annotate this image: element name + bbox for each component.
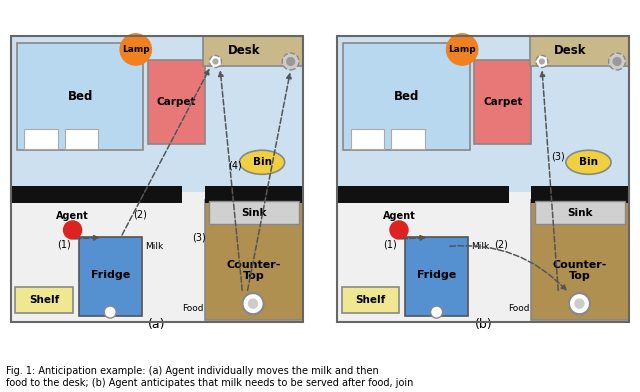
Text: Agent: Agent [383,211,415,221]
Text: (4): (4) [228,160,242,170]
Text: Lamp: Lamp [122,45,150,54]
Circle shape [536,56,548,67]
Text: (b): (b) [474,318,492,331]
Ellipse shape [239,150,285,174]
Text: Counter-
Top: Counter- Top [553,260,607,281]
Text: Counter-
Top: Counter- Top [227,260,281,281]
Bar [337,186,509,203]
Circle shape [390,221,408,239]
Circle shape [287,58,294,65]
Circle shape [120,34,152,65]
Text: Milk: Milk [145,242,163,251]
Circle shape [243,293,264,314]
Bar [209,201,299,224]
Circle shape [540,59,544,64]
Bar [531,200,629,320]
Circle shape [104,306,116,318]
Text: Agent: Agent [56,211,89,221]
Bar [148,60,205,144]
Bar [343,44,470,150]
Bar [405,238,468,316]
Bar [351,129,384,149]
Bar [11,36,303,192]
Bar [15,287,72,313]
Text: (2): (2) [494,240,508,250]
FancyArrowPatch shape [540,72,558,290]
Text: Fridge: Fridge [417,270,456,280]
Text: Desk: Desk [228,44,260,58]
Text: (a): (a) [148,318,166,331]
Text: Bed: Bed [67,90,93,103]
Text: Desk: Desk [554,44,587,58]
Text: Bin: Bin [253,157,271,167]
FancyArrowPatch shape [248,74,291,290]
Text: Food: Food [508,304,530,313]
Text: Carpet: Carpet [157,97,196,107]
Text: (3): (3) [552,151,565,161]
Circle shape [575,299,584,308]
Text: Food: Food [182,304,204,313]
Bar [65,129,98,149]
Bar [535,201,625,224]
FancyArrowPatch shape [402,236,424,240]
Text: Bin: Bin [579,157,598,167]
Bar [11,192,303,322]
Bar [205,186,303,203]
Bar [342,287,399,313]
Bar [337,192,629,322]
Text: Lamp: Lamp [449,45,476,54]
Bar [24,129,58,149]
Text: (1): (1) [57,240,70,250]
Bar [337,36,629,192]
FancyArrowPatch shape [76,236,98,240]
FancyArrowPatch shape [219,72,243,290]
Circle shape [569,293,590,314]
Text: (2): (2) [133,210,147,220]
Text: Shelf: Shelf [29,295,59,305]
Circle shape [213,59,218,64]
Bar [392,129,424,149]
Text: (1): (1) [383,240,397,250]
Bar [205,200,303,320]
Text: Sink: Sink [567,208,593,218]
Text: Sink: Sink [241,208,266,218]
Bar [474,60,531,144]
FancyArrowPatch shape [450,246,566,290]
Circle shape [248,299,257,308]
Circle shape [431,306,443,318]
Bar [204,36,303,66]
Bar [79,238,142,316]
Text: Fig. 1: Anticipation example: (a) Agent individually moves the milk and then
foo: Fig. 1: Anticipation example: (a) Agent … [6,367,414,388]
Circle shape [209,56,221,67]
Ellipse shape [566,150,611,174]
FancyArrowPatch shape [122,70,209,235]
Circle shape [63,221,82,239]
Circle shape [609,53,625,70]
Circle shape [282,53,299,70]
Text: (3): (3) [192,232,206,243]
Circle shape [613,58,621,65]
Text: Carpet: Carpet [483,97,522,107]
Text: Fridge: Fridge [90,270,130,280]
Bar [17,44,143,150]
Text: Bed: Bed [394,90,419,103]
Text: Milk: Milk [471,242,490,251]
Text: Shelf: Shelf [355,295,385,305]
Bar [531,186,629,203]
Bar [530,36,629,66]
Bar [11,186,182,203]
Circle shape [447,34,478,65]
